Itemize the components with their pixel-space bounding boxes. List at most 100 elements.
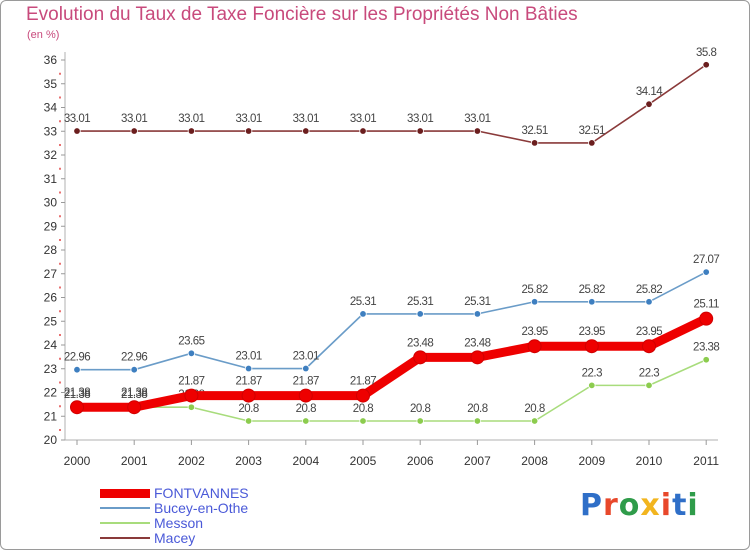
logo-letter: r [603,488,619,523]
data-point [187,349,196,358]
y-tick-label: 22 [44,386,58,400]
x-tick-label: 2000 [64,454,91,468]
x-tick-label: 2001 [121,454,148,468]
data-point [416,310,424,318]
x-tick-label: 2009 [578,454,605,468]
data-label: 33.01 [464,113,490,125]
data-label: 21.38 [64,387,90,399]
data-label: 33.01 [407,113,433,125]
y-tick-label: 26 [44,291,58,305]
data-label: 22.3 [639,367,659,379]
data-point [645,381,653,390]
data-point [298,388,313,403]
data-point [244,127,253,135]
y-tick-label: 31 [44,172,58,186]
x-tick-label: 2010 [636,454,663,468]
data-point [187,403,196,411]
data-label: 32.51 [579,125,605,137]
y-tick-label: 25 [44,314,58,328]
y-tick-label: 24 [44,338,58,352]
y-tick-label: 30 [44,196,58,210]
data-label: 22.3 [582,367,602,379]
data-label: 33.01 [235,113,261,125]
logo-letter: i [687,488,699,523]
x-tick-label: 2006 [407,454,434,468]
x-tick-label: 2003 [235,454,262,468]
legend-label: Macey [154,530,196,546]
data-label: 23.95 [636,326,662,338]
legend-swatch [100,507,150,509]
data-label: 25.82 [521,284,547,296]
data-point [473,127,482,135]
logo-letter: t [672,488,688,523]
data-label: 23.65 [178,335,204,347]
legend-item-fontvannes: FONTVANNES [100,485,249,501]
data-label: 25.82 [579,284,605,296]
data-point [359,417,367,425]
data-label: 34.14 [636,86,663,98]
data-point [588,298,596,306]
proxiti-logo: Proxiti [580,488,699,523]
legend-label: Messon [154,515,204,531]
x-tick-label: 2005 [350,454,377,468]
x-tick-label: 2011 [693,454,719,468]
series-line-messon [76,358,708,422]
data-point [187,127,196,135]
data-label: 21.87 [178,376,204,388]
logo-letter: x [640,488,661,523]
data-label: 23.95 [521,326,547,338]
data-point [359,127,367,135]
y-tick-label: 23 [44,362,58,376]
data-point [702,61,710,69]
data-point [130,366,138,374]
data-point [302,364,310,373]
y-tick-label: 33 [44,124,58,138]
data-label: 25.31 [464,296,490,308]
data-label: 33.01 [121,113,147,125]
data-label: 20.8 [238,403,258,415]
data-point [356,388,370,403]
legend-label: Bucey-en-Othe [154,500,249,516]
data-point [645,100,653,108]
data-label: 23.48 [464,337,490,349]
y-tick-label: 28 [44,243,58,257]
data-point [470,350,485,365]
y-tick-label: 21 [44,409,58,423]
data-point [302,417,310,425]
data-point [70,400,84,415]
data-point [702,268,710,276]
data-point [530,139,539,147]
y-tick-label: 27 [44,267,58,281]
data-label: 22.96 [121,352,147,364]
data-label: 27.07 [693,254,719,266]
y-tick-label: 29 [44,219,58,233]
logo-letter: P [580,488,603,523]
data-label: 20.8 [410,403,430,415]
data-point [645,298,653,306]
data-label: 33.01 [178,113,204,125]
data-point [530,298,539,306]
data-label: 25.31 [407,296,433,308]
series-line-macey [76,63,708,144]
y-tick-label: 36 [44,53,58,67]
legend-item-messon: Messon [100,515,203,531]
data-point [127,400,142,415]
data-label: 35.8 [696,47,716,59]
y-tick-label: 35 [44,77,58,91]
data-label: 21.87 [293,376,319,388]
x-tick-label: 2007 [464,454,491,468]
legend-item-bucey-en-othe: Bucey-en-Othe [100,500,248,516]
data-point [588,381,596,390]
data-label: 23.01 [293,351,319,363]
x-tick-label: 2008 [521,454,548,468]
data-point [359,310,367,318]
data-label: 25.82 [636,284,662,296]
data-point [241,388,256,403]
data-point [302,127,310,135]
data-label: 20.8 [353,403,373,415]
data-label: 25.31 [350,296,376,308]
data-point [584,339,599,354]
data-label: 23.48 [407,337,433,349]
